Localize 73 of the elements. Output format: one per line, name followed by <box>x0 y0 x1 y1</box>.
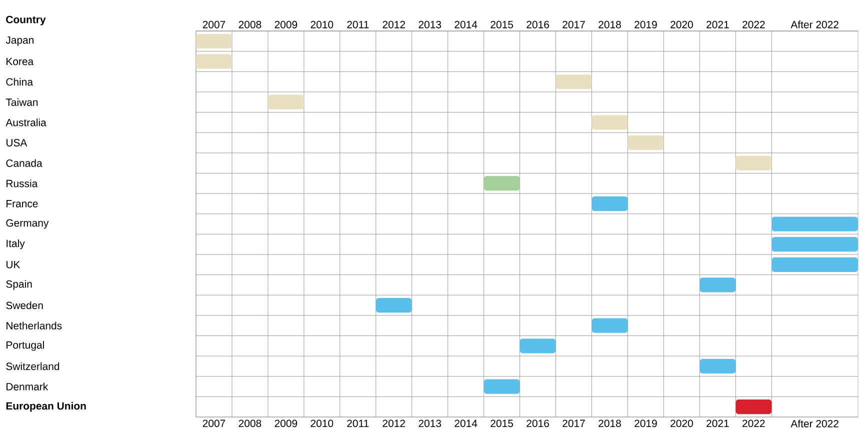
x-tick-label: After 2022 <box>790 420 838 428</box>
bar <box>196 54 232 69</box>
x2-tick-label: 2019 <box>634 20 657 28</box>
x-tick-label: 2021 <box>706 420 729 428</box>
bar <box>484 176 520 191</box>
x-tick-label: 2007 <box>202 420 226 428</box>
bar <box>268 94 304 110</box>
bar <box>196 34 232 48</box>
y-tick-label: USA <box>6 139 28 146</box>
x2-tick-label: 2018 <box>598 20 621 28</box>
x-tick-label: 2015 <box>490 420 514 428</box>
x-tick-label: 2016 <box>526 420 549 428</box>
x2-tick-label: 2014 <box>454 20 478 28</box>
bar <box>700 278 736 292</box>
x-tick-label: 2017 <box>562 420 585 428</box>
x2-tick-label: 2015 <box>490 20 514 28</box>
bar <box>772 216 858 232</box>
bar <box>736 156 772 170</box>
x2-tick-label: 2008 <box>238 20 262 28</box>
bar <box>592 318 628 333</box>
bar <box>700 358 736 374</box>
y-tick-label: Canada <box>6 159 42 167</box>
bar <box>484 379 520 394</box>
y-axis-title: Country <box>6 16 46 26</box>
x2-tick-label: 2007 <box>202 20 226 28</box>
bar <box>556 74 592 90</box>
x-tick-label: 2022 <box>742 420 765 428</box>
x2-tick-label: 2013 <box>418 20 442 28</box>
x2-tick-label: 2017 <box>562 20 585 28</box>
bar <box>592 196 628 211</box>
x2-tick-label: 2011 <box>347 20 369 28</box>
x2-tick-label: 2016 <box>526 20 549 28</box>
y-tick-label: China <box>6 78 34 86</box>
y-tick-label: Denmark <box>6 382 48 390</box>
x-tick-label: 2018 <box>598 420 621 428</box>
x2-tick-label: 2021 <box>706 20 729 28</box>
bar <box>376 298 412 313</box>
x-tick-label: 2008 <box>238 420 262 428</box>
y-tick-label: Japan <box>6 36 34 46</box>
y-tick-label: Sweden <box>6 301 43 310</box>
x2-tick-label: After 2022 <box>790 20 838 28</box>
bar <box>628 135 664 150</box>
bar <box>772 257 858 272</box>
y-tick-label: Russia <box>6 180 38 188</box>
x2-tick-label: 2012 <box>382 20 405 28</box>
y-tick-label: Portugal <box>6 341 44 351</box>
y-tick-label: Italy <box>6 239 25 250</box>
y-tick-label: France <box>6 200 38 208</box>
x-tick-label: 2009 <box>274 420 298 428</box>
y-tick-label: Korea <box>6 58 34 66</box>
bar <box>772 237 858 252</box>
x-tick-label: 2014 <box>454 420 478 428</box>
y-tick-label: Australia <box>6 118 46 126</box>
x-tick-label: 2010 <box>310 420 334 428</box>
y-tick-label: Germany <box>6 219 49 229</box>
x2-tick-label: 2020 <box>670 20 693 28</box>
x-tick-label: 2013 <box>418 420 442 428</box>
x-tick-label: 2012 <box>382 420 405 428</box>
y-tick-label: Netherlands <box>6 322 62 330</box>
x2-tick-label: 2022 <box>742 20 765 28</box>
y-tick-label: European Union <box>6 402 86 412</box>
x-tick-label: 2019 <box>634 420 657 428</box>
bar <box>592 115 628 130</box>
x-tick-label: 2020 <box>670 420 693 428</box>
x2-tick-label: 2009 <box>274 20 298 28</box>
x2-tick-label: 2010 <box>310 20 334 28</box>
bar <box>736 400 772 414</box>
y-tick-label: Taiwan <box>6 98 38 106</box>
y-tick-label: Spain <box>6 280 32 290</box>
y-tick-label: UK <box>6 260 20 268</box>
x-tick-label: 2011 <box>347 420 369 428</box>
bar <box>520 338 556 354</box>
y-tick-label: Switzerland <box>6 362 60 370</box>
